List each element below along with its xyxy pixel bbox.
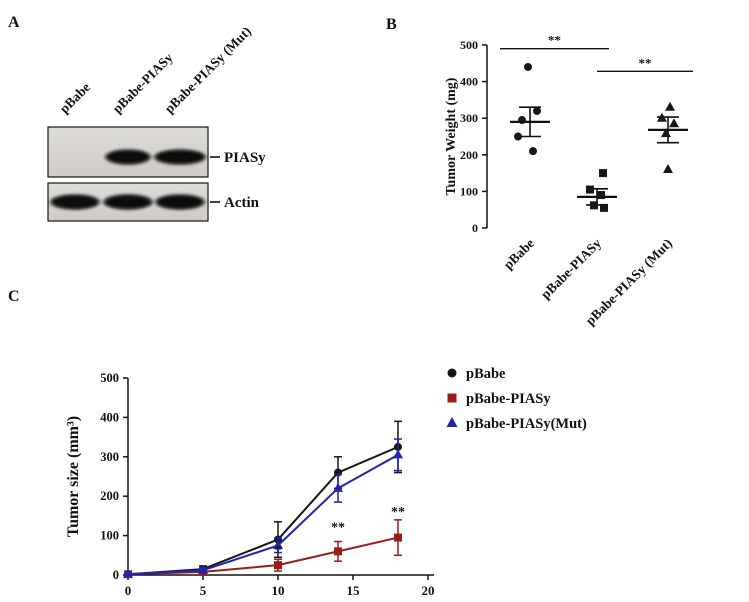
svg-text:500: 500: [100, 371, 119, 385]
triangle-marker: [123, 568, 133, 578]
square-marker: [599, 169, 607, 178]
series-pBabe-PIASy(Mut): [123, 438, 403, 578]
triangle-marker: [393, 449, 403, 459]
significance-label: **: [639, 55, 652, 70]
blot-strip-actin: Actin: [47, 182, 260, 222]
circle-marker: [524, 62, 532, 71]
square-marker: [447, 393, 457, 403]
lane-label: pBabe: [57, 80, 94, 117]
triangle-marker: [665, 101, 675, 111]
scatter-group: [577, 169, 617, 212]
svg-text:200: 200: [100, 489, 119, 503]
square-marker: [394, 533, 402, 542]
x-tick-labels: 0 5 10 15 20: [125, 583, 435, 598]
circle-marker: [533, 106, 541, 115]
svg-text:15: 15: [347, 583, 361, 598]
significance-annotation: **: [331, 521, 345, 536]
triangle-marker: [198, 564, 208, 574]
circle-marker: [518, 116, 526, 125]
blot-label: Actin: [224, 195, 260, 211]
svg-text:400: 400: [100, 410, 119, 424]
y-tick-labels: 0 100 200 300 400 500: [100, 371, 119, 582]
series-pBabe: [124, 420, 402, 579]
protein-band: [107, 150, 149, 164]
y-axis-label: Tumor Weight (mg): [444, 77, 459, 195]
protein-band: [52, 195, 98, 209]
svg-text:300: 300: [100, 450, 119, 464]
svg-text:20: 20: [422, 583, 435, 598]
svg-text:100: 100: [460, 184, 478, 198]
y-axis: [482, 44, 488, 229]
category-label: pBabe: [501, 236, 538, 273]
tumor-size-line-chart: 0 100 200 300 400 500 0 5 10 15 20 Tumor size (mm³)…: [65, 366, 587, 598]
circle-marker: [447, 368, 457, 378]
triangle-marker: [657, 112, 667, 122]
triangle-marker: [669, 118, 679, 128]
lane-label: pBabe-PIASy (Mut): [162, 24, 255, 117]
panel-c-label: C: [8, 288, 20, 305]
tumor-weight-scatter-chart: 0 100 200 300 400 500 Tumor Weight (mg) ** ** pBa…: [444, 33, 693, 328]
panel-b-label: B: [386, 16, 397, 33]
series-line: [127, 453, 399, 576]
svg-text:0: 0: [113, 568, 119, 582]
triangle-marker: [446, 417, 458, 427]
scatter-group: [648, 101, 688, 173]
svg-text:0: 0: [472, 221, 478, 235]
circle-marker: [529, 147, 537, 156]
svg-text:200: 200: [460, 148, 478, 162]
square-marker: [586, 185, 594, 194]
svg-text:400: 400: [460, 75, 478, 89]
svg-text:100: 100: [100, 529, 119, 543]
series-line: [127, 536, 399, 576]
svg-text:5: 5: [200, 583, 207, 598]
legend-label: pBabe: [466, 366, 506, 382]
square-marker: [597, 191, 605, 200]
panel-a-label: A: [8, 14, 20, 31]
svg-text:300: 300: [460, 111, 478, 125]
circle-marker: [514, 132, 522, 141]
protein-band: [105, 195, 151, 209]
legend-label: pBabe-PIASy: [466, 391, 551, 407]
svg-text:10: 10: [272, 583, 285, 598]
legend: pBabe pBabe-PIASy pBabe-PIASy(Mut): [446, 366, 587, 432]
legend-label: pBabe-PIASy(Mut): [466, 416, 587, 432]
svg-text:500: 500: [460, 38, 478, 52]
triangle-marker: [663, 163, 673, 173]
svg-text:0: 0: [125, 583, 132, 598]
triangle-marker: [661, 128, 671, 138]
triangle-marker: [333, 482, 343, 492]
mean-error-bar: [510, 106, 550, 138]
series-pBabe-PIASy: [124, 519, 402, 579]
square-marker: [334, 547, 342, 556]
significance-label: **: [548, 33, 561, 48]
mean-error-bar: [648, 116, 688, 144]
series-line: [127, 446, 399, 576]
square-marker: [600, 203, 608, 212]
scatter-group: [510, 62, 550, 156]
square-marker: [590, 201, 598, 210]
y-axis-label: Tumor size (mm³): [65, 416, 82, 537]
significance-annotation: *: [275, 544, 282, 559]
triangle-marker: [273, 539, 283, 549]
square-marker: [274, 561, 282, 570]
protein-band: [156, 150, 204, 164]
significance-annotation: **: [391, 505, 405, 520]
blot-label: PIASy: [224, 150, 266, 166]
y-tick-labels: 0 100 200 300 400 500: [460, 38, 478, 235]
blot-strip-piasy: PIASy: [47, 126, 266, 178]
protein-band: [157, 195, 203, 209]
